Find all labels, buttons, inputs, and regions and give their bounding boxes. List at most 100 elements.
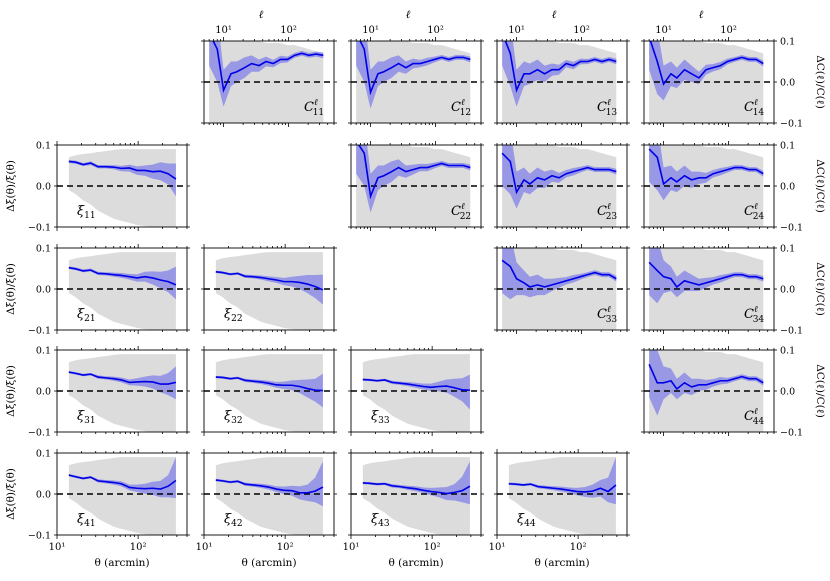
y-tick-label: 0.1 bbox=[36, 244, 51, 255]
y-tick-label: 0.0 bbox=[36, 285, 51, 296]
y-tick-label: −0.1 bbox=[28, 326, 51, 337]
y-tick-label-right: −0.1 bbox=[780, 428, 803, 439]
y-tick-label-right: 0.0 bbox=[780, 78, 795, 89]
x-tick-label-top: 10² bbox=[720, 25, 737, 36]
mean-shift-line bbox=[649, 41, 764, 86]
x-tick-label-top: 10² bbox=[427, 25, 444, 36]
blue-shift-band bbox=[215, 270, 323, 305]
y-tick-label-right: 0.1 bbox=[780, 346, 795, 357]
mean-shift-line bbox=[68, 371, 177, 385]
x-axis-label-ell: ℓ bbox=[552, 8, 557, 21]
mean-shift-line bbox=[215, 479, 324, 494]
mean-shift-line bbox=[648, 148, 764, 186]
y-axis-label-xi: Δξ(θ)/ξ(θ) bbox=[5, 263, 17, 315]
panel-plot-area bbox=[204, 41, 334, 123]
panel-plot-area bbox=[204, 252, 334, 330]
panel-label: Cℓ 11 bbox=[304, 98, 324, 118]
mean-shift-line bbox=[508, 482, 617, 493]
x-axis-label-theta: θ (arcmin) bbox=[241, 557, 296, 569]
panel-label: ξ22 bbox=[224, 307, 243, 324]
panel-label: Cℓ 34 bbox=[744, 305, 764, 325]
blue-shift-band bbox=[649, 350, 764, 416]
x-tick-label: 10¹ bbox=[49, 542, 66, 553]
mean-shift-line bbox=[504, 41, 617, 93]
blue-shift-band bbox=[215, 461, 323, 507]
y-tick-label-right: 0.0 bbox=[780, 182, 795, 193]
blue-shift-band bbox=[68, 266, 176, 300]
x-axis-label-ell: ℓ bbox=[406, 8, 411, 21]
panel-cl-13: Cℓ 13 bbox=[494, 37, 630, 127]
panel-plot-area bbox=[644, 41, 774, 123]
panel-plot-area bbox=[351, 145, 481, 227]
mean-shift-line bbox=[501, 259, 617, 288]
grey-uncertainty-band bbox=[362, 457, 470, 535]
panel-cl-23: Cℓ 23 bbox=[494, 141, 630, 231]
grey-uncertainty-band bbox=[215, 354, 323, 432]
y-tick-label: 0.1 bbox=[36, 449, 51, 460]
x-axis-label-theta: θ (arcmin) bbox=[534, 557, 589, 569]
panel-label: ξ43 bbox=[371, 512, 390, 529]
blue-shift-band bbox=[68, 160, 176, 197]
mean-shift-line bbox=[362, 378, 470, 391]
panel-plot-area bbox=[351, 354, 481, 432]
y-axis-label-cl: ΔC(ℓ)/C(ℓ) bbox=[814, 262, 826, 316]
panel-plot-area bbox=[644, 248, 774, 330]
blue-shift-band bbox=[362, 374, 470, 410]
panel-label: ξ44 bbox=[517, 512, 536, 529]
y-axis-label-cl: ΔC(ℓ)/C(ℓ) bbox=[814, 55, 826, 109]
panel-plot-area bbox=[351, 457, 481, 535]
panel-xi-22: ξ22 bbox=[201, 244, 337, 334]
panel-xi-11: ξ11 bbox=[54, 141, 190, 231]
x-tick-label: 10¹ bbox=[196, 542, 213, 553]
panel-xi-31: ξ31 bbox=[54, 346, 190, 436]
panel-cl-11: Cℓ 11 bbox=[201, 37, 337, 127]
y-tick-label: 0.1 bbox=[36, 346, 51, 357]
grey-uncertainty-band bbox=[215, 457, 323, 535]
blue-shift-band bbox=[502, 41, 617, 107]
mean-shift-line bbox=[362, 482, 471, 495]
x-axis-label-theta: θ (arcmin) bbox=[388, 557, 443, 569]
panel-cl-12: Cℓ 12 bbox=[348, 37, 484, 127]
blue-shift-band bbox=[215, 373, 323, 408]
panel-plot-area bbox=[57, 457, 187, 535]
y-tick-label: 0.0 bbox=[36, 490, 51, 501]
mean-shift-line bbox=[212, 41, 324, 93]
mean-shift-line bbox=[648, 261, 764, 289]
panel-xi-33: ξ33 bbox=[348, 346, 484, 436]
mean-shift-line bbox=[215, 376, 323, 392]
panel-label: Cℓ 13 bbox=[597, 98, 617, 118]
panel-label: Cℓ 44 bbox=[744, 407, 764, 427]
panel-plot-area bbox=[497, 145, 627, 227]
panel-label: Cℓ 14 bbox=[744, 98, 764, 118]
panel-label: Cℓ 33 bbox=[597, 305, 617, 325]
blue-shift-band bbox=[508, 457, 616, 505]
y-tick-label-right: −0.1 bbox=[780, 223, 803, 234]
y-axis-label-xi: Δξ(θ)/ξ(θ) bbox=[5, 365, 17, 417]
grey-uncertainty-band bbox=[68, 354, 176, 432]
x-axis-label-ell: ℓ bbox=[699, 8, 704, 21]
y-tick-label-right: −0.1 bbox=[780, 326, 803, 337]
blue-shift-band bbox=[356, 145, 471, 213]
panel-cl-34: Cℓ 34 bbox=[641, 244, 777, 334]
x-tick-label-top: 10¹ bbox=[215, 25, 232, 36]
panel-label: Cℓ 22 bbox=[451, 202, 471, 222]
y-tick-label-right: 0.1 bbox=[780, 141, 795, 152]
mean-shift-line bbox=[357, 145, 471, 200]
panel-plot-area bbox=[497, 248, 627, 330]
grey-uncertainty-band bbox=[215, 252, 323, 330]
y-tick-label-right: 0.0 bbox=[780, 285, 795, 296]
panel-xi-21: ξ21 bbox=[54, 244, 190, 334]
panel-xi-41: ξ41 bbox=[54, 449, 190, 539]
panel-xi-43: ξ43 bbox=[348, 449, 484, 539]
panel-label: ξ31 bbox=[77, 409, 96, 426]
x-tick-label: 10² bbox=[130, 542, 147, 553]
panel-plot-area bbox=[644, 145, 774, 227]
panel-cl-14: Cℓ 14 bbox=[641, 37, 777, 127]
grey-uncertainty-band bbox=[68, 457, 176, 535]
panel-label: ξ32 bbox=[224, 409, 243, 426]
panel-label: Cℓ 12 bbox=[451, 98, 471, 118]
x-tick-label: 10¹ bbox=[343, 542, 360, 553]
panel-label: ξ42 bbox=[224, 512, 243, 529]
panel-cl-22: Cℓ 22 bbox=[348, 141, 484, 231]
